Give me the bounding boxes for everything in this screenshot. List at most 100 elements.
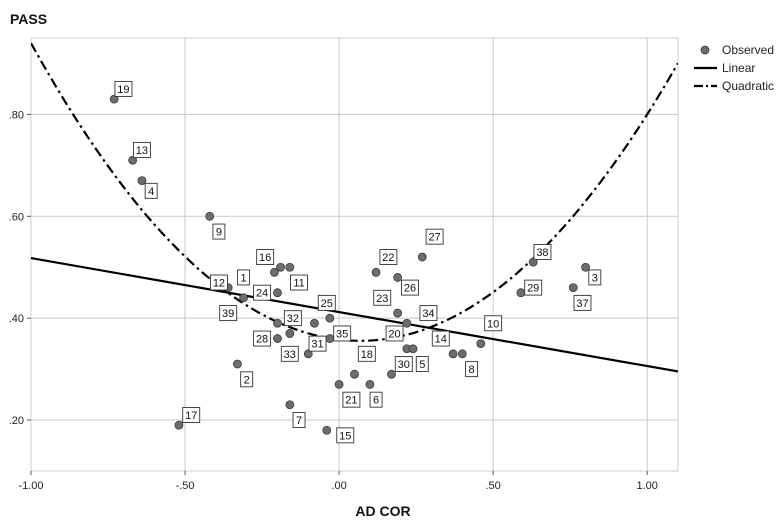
point-label-box (256, 249, 275, 265)
data-point (393, 273, 403, 282)
point-label-text: 7 (296, 415, 302, 427)
point-label-text: 28 (256, 334, 268, 346)
point-label: 3 (588, 269, 602, 286)
point-label-box (342, 391, 361, 408)
linear-fit-line (30, 256, 679, 373)
point-label: 10 (484, 315, 503, 332)
point-label: 12 (209, 274, 228, 291)
x-tick-label: .00 (331, 480, 346, 492)
y-axis-title: PASS (10, 11, 47, 27)
point-label-text: 11 (293, 278, 304, 290)
point-label-text: 19 (117, 84, 129, 96)
point-label: 15 (336, 427, 355, 444)
point-label: 23 (373, 289, 392, 306)
point-label-box (308, 335, 327, 352)
point-label-text: 22 (382, 252, 394, 264)
point-label-text: 12 (213, 278, 225, 290)
x-tick-label: -1.00 (18, 480, 43, 492)
point-label-text: 1 (241, 272, 247, 284)
data-point (285, 329, 295, 338)
point-label-box (237, 269, 251, 286)
data-point (322, 425, 332, 435)
point-label-box (290, 274, 308, 291)
point-label-text: 10 (487, 318, 499, 330)
point-label-box (373, 289, 392, 306)
x-axis-ticks: -1.00 -.50 .00 .50 1.00 (18, 471, 658, 492)
point-label-box (253, 330, 272, 347)
data-point (365, 379, 375, 389)
point-label-box (425, 228, 444, 245)
point-label-box (219, 305, 238, 322)
point-label-text: 20 (388, 328, 400, 340)
point-label: 9 (212, 223, 226, 240)
point-label-box (336, 427, 355, 444)
x-tick-label: 1.00 (636, 480, 657, 492)
point-label-text: 27 (428, 232, 440, 244)
point-label: 8 (465, 361, 479, 378)
data-point (276, 262, 285, 272)
point-label-box (212, 223, 226, 240)
point-label: 1 (237, 269, 251, 286)
point-label-box (240, 371, 254, 388)
point-label-text: 21 (345, 395, 357, 407)
quadratic-fit-curve (31, 42, 678, 342)
point-label: 5 (415, 356, 429, 372)
point-label-text: 32 (287, 313, 299, 325)
data-point (233, 359, 242, 369)
point-label: 2 (240, 371, 254, 388)
data-point (174, 420, 184, 430)
legend-observed-marker (700, 45, 710, 55)
point-label-box (401, 279, 419, 296)
point-label-text: 29 (527, 283, 539, 295)
data-point (528, 257, 538, 267)
point-label-text: 25 (321, 298, 333, 310)
point-label: 16 (256, 249, 275, 265)
gridlines (31, 38, 678, 471)
data-point (457, 349, 467, 359)
data-point (285, 400, 295, 410)
point-label: 32 (283, 310, 302, 327)
point-label: 29 (524, 279, 543, 296)
point-label-text: 30 (398, 359, 410, 371)
point-label-text: 24 (256, 288, 268, 300)
point-label-text: 9 (216, 227, 222, 239)
point-label: 24 (253, 284, 272, 301)
data-point (402, 318, 412, 328)
point-label-text: 23 (376, 293, 388, 305)
legend-observed-label: Observed (722, 43, 774, 57)
data-point (371, 267, 381, 277)
point-label-box (182, 407, 201, 423)
point-label: 17 (182, 407, 201, 423)
point-label: 26 (401, 279, 419, 296)
point-label-box (357, 345, 376, 362)
data-point (393, 308, 403, 318)
point-label-box (253, 284, 272, 301)
point-label: 35 (333, 325, 352, 342)
point-label-box (379, 249, 398, 265)
point-label-box (369, 391, 383, 408)
point-label: 7 (292, 412, 306, 429)
point-label-text: 34 (422, 308, 434, 320)
point-label-box (292, 412, 306, 429)
point-label: 39 (219, 305, 238, 322)
legend-linear-label: Linear (722, 61, 755, 75)
point-label: 27 (425, 228, 444, 245)
data-point (128, 155, 138, 165)
point-label-text: 6 (373, 395, 379, 407)
point-label-box (394, 356, 413, 372)
point-label-text: 15 (339, 430, 351, 442)
point-label: 4 (144, 182, 158, 199)
data-point (334, 379, 344, 389)
data-point (273, 318, 282, 328)
point-label-box (524, 279, 543, 296)
data-point (568, 283, 578, 293)
point-label-box (385, 325, 404, 342)
point-label-text: 35 (336, 328, 348, 340)
data-point (350, 369, 359, 379)
point-label: 22 (379, 249, 398, 265)
data-point (137, 176, 147, 186)
x-tick-label: -.50 (176, 480, 195, 492)
point-label-box (283, 310, 302, 327)
point-label-box (333, 325, 352, 342)
